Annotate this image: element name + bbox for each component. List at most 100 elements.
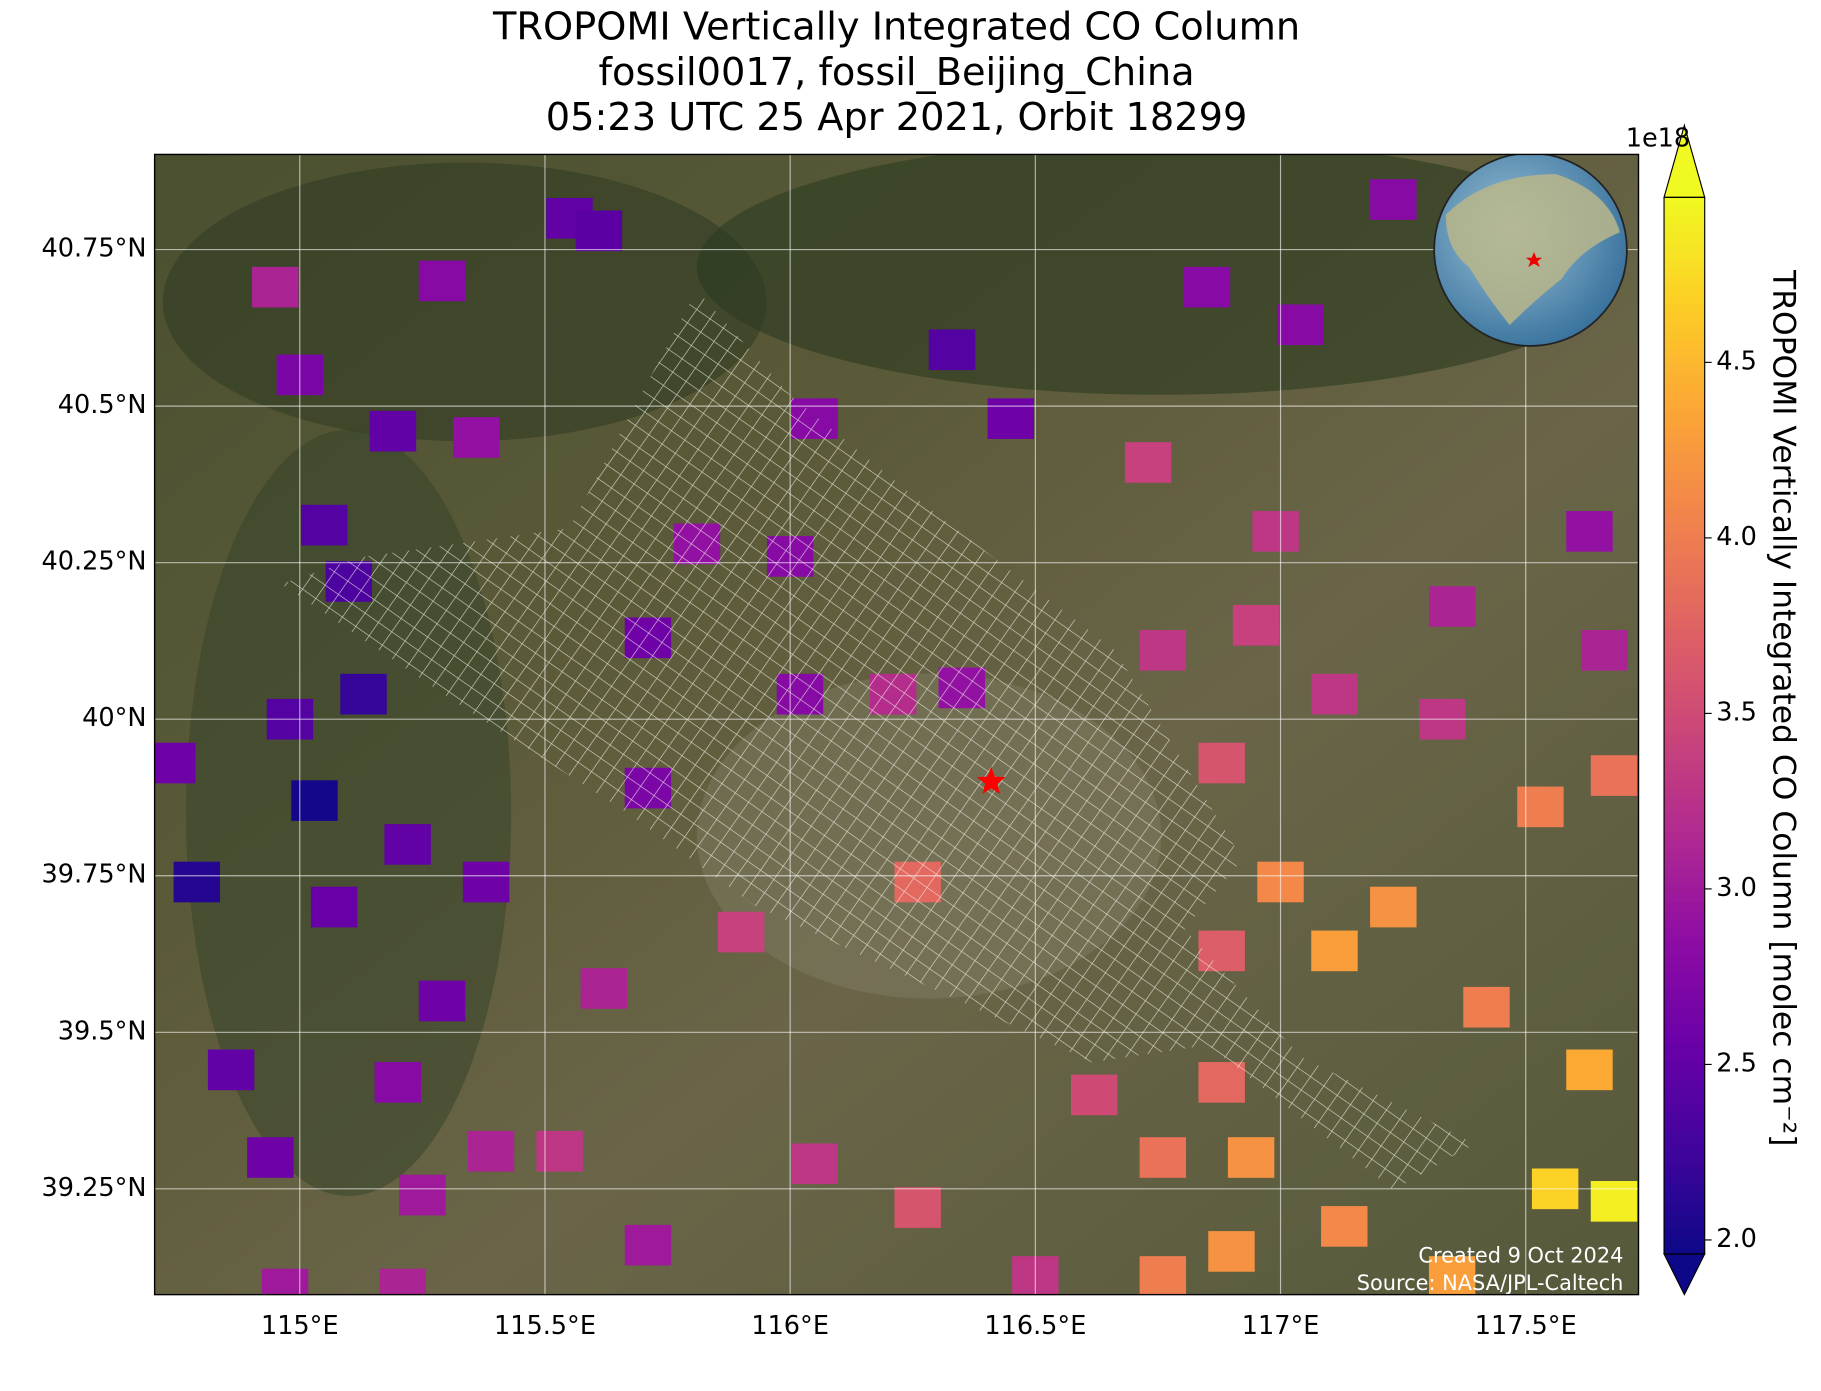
co-pixel — [1139, 1137, 1187, 1178]
colorbar-step — [1664, 796, 1705, 806]
colorbar-step — [1664, 708, 1705, 718]
site-marker — [976, 766, 1006, 795]
colorbar-step — [1664, 549, 1705, 560]
colorbar-step — [1664, 435, 1705, 445]
co-pixel — [928, 329, 976, 371]
co-pixel — [1517, 786, 1564, 828]
colorbar-step — [1664, 531, 1705, 542]
colorbar-step — [1664, 1183, 1705, 1194]
y-tick-label: 39.5°N — [58, 1016, 147, 1046]
colorbar-step — [1664, 637, 1705, 648]
colorbar-step — [1664, 540, 1705, 551]
colorbar-step — [1664, 382, 1705, 392]
colorbar-step — [1664, 1121, 1705, 1132]
colorbar-step — [1664, 848, 1705, 859]
colorbar-step — [1664, 1060, 1705, 1070]
co-pixel — [340, 673, 387, 715]
credits: Created 9 Oct 2024 Source: NASA/JPL-Calte… — [1357, 1243, 1624, 1294]
colorbar-tick-label: 4.0 — [1716, 522, 1757, 552]
co-pixel — [1590, 755, 1638, 796]
colorbar-step — [1664, 831, 1705, 841]
co-pixel — [418, 980, 466, 1022]
colorbar-tick-label: 4.5 — [1716, 346, 1757, 376]
co-pixel — [1370, 179, 1417, 220]
colorbar-step — [1664, 998, 1705, 1009]
co-pixel — [1232, 604, 1280, 646]
colorbar-tick-label: 2.5 — [1716, 1048, 1757, 1078]
co-pixel — [1070, 1074, 1118, 1116]
colorbar-tick-label: 3.0 — [1716, 873, 1757, 903]
co-pixel — [536, 1130, 583, 1172]
colorbar-step — [1664, 505, 1705, 516]
colorbar-step — [1664, 813, 1705, 824]
colorbar-step — [1664, 338, 1705, 348]
co-pixel — [1227, 1137, 1275, 1178]
colorbar-step — [1664, 734, 1705, 744]
co-pixel — [173, 861, 221, 903]
colorbar-step — [1664, 391, 1705, 401]
colorbar-step — [1664, 576, 1705, 586]
x-tick-label: 117.5°E — [1475, 1311, 1577, 1341]
colorbar-step — [1664, 646, 1705, 656]
colorbar-step — [1664, 285, 1705, 295]
colorbar-step — [1664, 1174, 1705, 1185]
colorbar-step — [1664, 232, 1705, 243]
colorbar: 2.0 2.5 3.0 3.5 4.0 4.5 1e18 TROPOMI Vertically… — [1626, 123, 1801, 1296]
x-tick-label: 115°E — [261, 1311, 339, 1341]
colorbar-step — [1664, 787, 1705, 797]
y-tick-label: 39.25°N — [42, 1173, 147, 1203]
grid — [154, 154, 1639, 1295]
colorbar-step — [1664, 725, 1705, 736]
colorbar-step — [1664, 1130, 1705, 1141]
co-pixel — [1139, 1256, 1187, 1295]
colorbar-step — [1664, 981, 1705, 991]
colorbar-step — [1664, 259, 1705, 269]
co-pixel — [624, 1224, 672, 1266]
co-pixel — [369, 410, 417, 452]
co-pixel — [154, 742, 196, 784]
colorbar-step — [1664, 487, 1705, 498]
co-pixel — [1321, 1206, 1368, 1247]
colorbar-step — [1664, 1192, 1705, 1202]
colorbar-step — [1664, 1113, 1705, 1123]
colorbar-step — [1664, 840, 1705, 850]
colorbar-step — [1664, 347, 1705, 357]
swath-footprint — [281, 290, 1475, 1191]
colorbar-step — [1664, 1157, 1705, 1167]
colorbar-step — [1664, 364, 1705, 375]
colorbar-step — [1664, 276, 1705, 287]
colorbar-label: TROPOMI Vertically Integrated CO Column … — [1765, 269, 1801, 1146]
colorbar-step — [1664, 584, 1705, 595]
colorbar-step — [1664, 558, 1705, 568]
y-tick-label: 40.25°N — [42, 547, 147, 577]
colorbar-step — [1664, 743, 1705, 753]
colorbar-step — [1664, 963, 1705, 973]
colorbar-tick-label: 3.5 — [1716, 697, 1757, 727]
axes: 115°E 115.5°E 116°E 116.5°E 117°E 117.5°E 39.2… — [42, 234, 1577, 1342]
credit-text: Created 9 Oct 2024 — [1418, 1243, 1623, 1267]
title-line: TROPOMI Vertically Integrated CO Column — [492, 4, 1300, 49]
co-pixel — [1208, 1231, 1255, 1272]
co-pixel — [1590, 1181, 1638, 1222]
colorbar-step — [1664, 822, 1705, 833]
co-pixel — [310, 886, 358, 928]
colorbar-step — [1664, 197, 1705, 207]
colorbar-step — [1664, 1148, 1705, 1158]
colorbar-step — [1664, 311, 1705, 322]
colorbar-step — [1664, 972, 1705, 982]
colorbar-extend — [1663, 1253, 1706, 1296]
co-pixel — [791, 1143, 838, 1185]
co-pixel — [1252, 511, 1299, 552]
colorbar-step — [1664, 1227, 1705, 1238]
y-tick-label: 40°N — [82, 703, 146, 733]
co-pixel — [418, 260, 466, 302]
colorbar-step — [1664, 593, 1705, 604]
colorbar-step — [1664, 567, 1705, 577]
colorbar-step — [1664, 470, 1705, 480]
land — [1445, 174, 1620, 326]
colorbar-step — [1664, 778, 1705, 789]
co-pixel — [894, 1187, 941, 1228]
globe-star — [1525, 251, 1543, 268]
co-pixel — [453, 417, 500, 458]
co-pixel — [301, 504, 348, 546]
